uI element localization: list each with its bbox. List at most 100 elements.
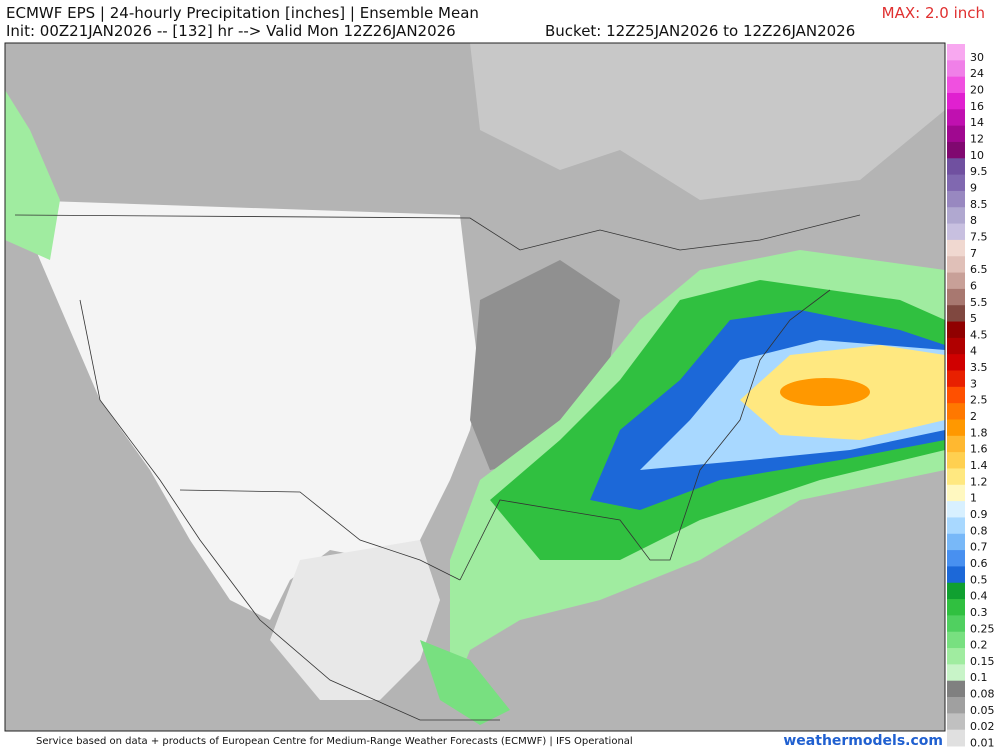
- borders: [14, 214, 861, 721]
- legend-label: 14: [970, 116, 984, 129]
- legend-label: 3.5: [970, 361, 988, 374]
- legend-label: 4.5: [970, 328, 988, 341]
- legend-label: 0.4: [970, 590, 988, 603]
- legend-label: 9: [970, 181, 977, 194]
- legend-label: 1.6: [970, 443, 988, 456]
- legend-label: 0.15: [970, 655, 995, 668]
- legend-swatch: [947, 484, 965, 502]
- legend-label: 8.5: [970, 198, 988, 211]
- legend-label: 7.5: [970, 230, 988, 243]
- legend-swatch: [947, 92, 965, 110]
- legend-swatch: [947, 190, 965, 208]
- legend-swatch: [947, 305, 965, 323]
- legend-swatch: [947, 697, 965, 714]
- legend-label: 0.2: [970, 639, 988, 652]
- legend-label: 0.7: [970, 541, 988, 554]
- legend-label: 0.08: [970, 688, 995, 701]
- legend-swatch: [947, 550, 965, 567]
- precip-pacific-nw: [5, 90, 60, 260]
- init-label: Init: 00Z21JAN2026 -- [132] hr --> Valid…: [6, 22, 456, 40]
- legend-swatch: [947, 158, 965, 176]
- legend-swatch: [947, 174, 965, 192]
- legend-swatch: [947, 501, 965, 518]
- legend-swatch: [947, 207, 965, 225]
- legend-label: 0.9: [970, 508, 988, 521]
- legend-swatch: [947, 517, 965, 535]
- dry-west: [15, 200, 480, 620]
- legend-swatch: [947, 370, 965, 388]
- legend-swatch: [947, 566, 965, 584]
- legend-swatch: [947, 615, 965, 633]
- legend-label: 7: [970, 247, 977, 260]
- legend-swatch: [947, 337, 965, 355]
- legend-swatch: [947, 239, 965, 257]
- legend-label: 0.5: [970, 573, 988, 586]
- title: ECMWF EPS | 24-hourly Precipitation [inc…: [6, 4, 479, 22]
- legend-swatch: [947, 713, 965, 731]
- legend-label: 6: [970, 279, 977, 292]
- legend-swatch: [947, 354, 965, 372]
- legend-swatch: [947, 435, 965, 453]
- legend-label: 0.02: [970, 720, 995, 733]
- precip-central-america: [420, 640, 510, 725]
- legend-label: 8: [970, 214, 977, 227]
- legend-label: 5: [970, 312, 977, 325]
- legend-label: 0.1: [970, 671, 988, 684]
- max-label: MAX: 2.0 inch: [882, 4, 985, 22]
- legend-swatch: [947, 125, 965, 143]
- legend-swatch: [947, 386, 965, 404]
- legend-label: 9.5: [970, 165, 988, 178]
- legend-label: 12: [970, 133, 984, 146]
- legend-swatch: [947, 44, 965, 61]
- coastline-east: [459, 289, 831, 581]
- site-link: weathermodels.com: [783, 733, 943, 749]
- map: [4, 42, 946, 732]
- legend-swatch: [947, 452, 965, 469]
- legend-swatch: [947, 256, 965, 274]
- legend-swatch: [947, 599, 965, 616]
- legend: 302420161412109.598.587.576.565.554.543.…: [947, 44, 995, 750]
- legend-label: 3: [970, 377, 977, 390]
- legend-swatch: [947, 419, 965, 437]
- legend-label: 1.2: [970, 475, 988, 488]
- legend-swatch: [947, 109, 965, 127]
- legend-swatch: [947, 76, 965, 94]
- legend-label: 5.5: [970, 296, 988, 309]
- legend-swatch: [947, 533, 965, 551]
- us-mexico-border: [179, 489, 461, 581]
- legend-label: 2.5: [970, 394, 988, 407]
- legend-label: 20: [970, 84, 984, 97]
- legend-label: 1: [970, 492, 977, 505]
- precip-max: [780, 378, 870, 406]
- legend-label: 1.8: [970, 426, 988, 439]
- legend-label: 6.5: [970, 263, 988, 276]
- legend-label: 0.3: [970, 606, 988, 619]
- legend-label: 24: [970, 67, 984, 80]
- legend-label: 0.6: [970, 557, 988, 570]
- legend-label: 10: [970, 149, 984, 162]
- legend-swatch: [947, 631, 965, 649]
- legend-label: 0.05: [970, 704, 995, 717]
- legend-swatch: [947, 272, 965, 290]
- legend-swatch: [947, 60, 965, 78]
- map-frame: [4, 42, 946, 732]
- legend-swatch: [947, 141, 965, 159]
- legend-swatch: [947, 403, 965, 420]
- legend-swatch: [947, 321, 965, 339]
- legend-swatch: [947, 648, 965, 665]
- legend-label: 0.01: [970, 737, 995, 750]
- credit: Service based on data + products of Euro…: [36, 736, 633, 747]
- legend-label: 4: [970, 345, 977, 358]
- legend-label: 2: [970, 410, 977, 423]
- legend-label: 1.4: [970, 459, 988, 472]
- bucket-label: Bucket: 12Z25JAN2026 to 12Z26JAN2026: [545, 22, 855, 40]
- legend-swatch: [947, 468, 965, 486]
- legend-label: 30: [970, 51, 984, 64]
- legend-swatch: [947, 223, 965, 241]
- us-canada-border: [14, 214, 861, 251]
- coastline-west: [79, 299, 500, 721]
- legend-swatch: [947, 680, 965, 698]
- legend-swatch: [947, 582, 965, 600]
- canada-shade: [5, 43, 945, 200]
